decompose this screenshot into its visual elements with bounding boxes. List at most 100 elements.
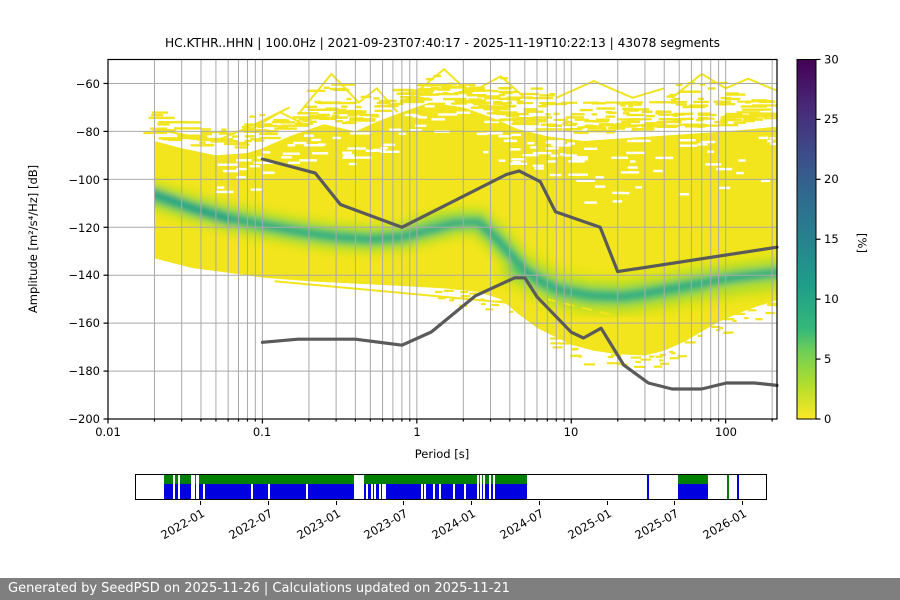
- availability-tick: [403, 501, 405, 505]
- speckle-dash: [271, 120, 284, 124]
- speckle-dash: [314, 100, 322, 104]
- speckle-hole: [236, 167, 247, 171]
- availability-tick: [606, 501, 608, 505]
- speckle-dash: [493, 100, 503, 104]
- psd-trace-line: [246, 111, 310, 133]
- speckle-dash: [309, 120, 317, 123]
- speckle-dash: [532, 116, 552, 119]
- speckle-dash: [451, 83, 457, 86]
- speckle-dash: [607, 355, 614, 359]
- speckle-hole: [486, 132, 503, 135]
- availability-tick: [471, 501, 472, 505]
- speckle-hole: [716, 167, 733, 171]
- speckle-dash: [317, 113, 330, 117]
- speckle-dash: [513, 121, 529, 124]
- speckle-dash: [591, 113, 598, 116]
- speckle-dash: [306, 89, 326, 92]
- speckle-dash: [744, 317, 749, 320]
- speckle-hole: [736, 171, 744, 175]
- speckle-dash: [671, 352, 676, 355]
- speckle-dash: [516, 100, 524, 103]
- speckle-hole: [627, 139, 647, 143]
- speckle-dash: [622, 112, 630, 115]
- speckle-dash: [613, 127, 626, 130]
- speckle-dash: [698, 112, 712, 115]
- speckle-dash: [477, 95, 501, 98]
- speckle-dash: [355, 105, 362, 109]
- speckle-dash: [358, 111, 367, 114]
- x-axis-label: Period [s]: [415, 447, 469, 461]
- coverage-gap: [464, 484, 466, 499]
- speckle-dash: [598, 123, 614, 126]
- speckle-hole: [262, 151, 271, 154]
- speckle-dash: [723, 318, 735, 321]
- coverage-line: [737, 475, 739, 499]
- speckle-hole: [380, 150, 400, 153]
- speckle-dash: [498, 90, 518, 94]
- colorbar-tick-label: 0: [824, 412, 831, 426]
- speckle-dash: [734, 312, 746, 315]
- speckle-dash: [199, 141, 206, 144]
- speckle-dash: [437, 297, 446, 300]
- speckle-dash: [733, 121, 746, 124]
- speckle-dash: [659, 353, 667, 356]
- coverage-gap: [371, 484, 373, 499]
- speckle-dash: [347, 114, 357, 117]
- speckle-dash: [584, 124, 594, 127]
- speckle-dash: [621, 120, 641, 124]
- speckle-dash: [587, 127, 595, 130]
- speckle-hole: [257, 156, 265, 159]
- speckle-dash: [210, 140, 229, 143]
- speckle-hole: [476, 132, 488, 136]
- speckle-dash: [679, 123, 705, 126]
- colorbar-tick-label: 10: [824, 292, 839, 306]
- speckle-dash: [520, 92, 539, 96]
- speckle-dash: [570, 113, 585, 116]
- speckle-dash: [684, 341, 696, 344]
- speckle-dash: [718, 326, 724, 330]
- speckle-hole: [287, 144, 296, 147]
- speckle-dash: [323, 86, 330, 89]
- speckle-dash: [277, 125, 289, 128]
- speckle-dash: [331, 83, 356, 86]
- coverage-data-segment: [678, 484, 708, 499]
- speckle-dash: [505, 114, 520, 117]
- speckle-dash: [508, 310, 514, 313]
- speckle-dash: [305, 112, 319, 115]
- speckle-hole: [250, 188, 263, 191]
- speckle-dash: [723, 115, 732, 118]
- speckle-dash: [400, 99, 424, 102]
- psd-trace-line: [547, 298, 711, 324]
- speckle-hole: [678, 139, 686, 142]
- speckle-dash: [374, 109, 392, 113]
- speckle-hole: [627, 166, 638, 169]
- speckle-dash: [261, 123, 273, 126]
- speckle-dash: [292, 116, 312, 119]
- speckle-dash: [273, 119, 287, 122]
- speckle-dash: [509, 113, 517, 116]
- y-tick-label: −80: [76, 125, 100, 139]
- speckle-dash: [742, 119, 755, 123]
- psd-trace-line: [671, 72, 777, 99]
- speckle-hole: [705, 163, 722, 166]
- speckle-hole: [303, 144, 324, 147]
- speckle-dash: [443, 97, 467, 101]
- speckle-dash: [528, 122, 540, 126]
- speckle-dash: [517, 117, 538, 120]
- speckle-hole: [626, 151, 645, 155]
- speckle-dash: [641, 123, 650, 127]
- y-tick-label: −180: [68, 364, 100, 378]
- coverage-day-segment: [164, 475, 354, 484]
- speckle-dash: [307, 108, 331, 111]
- speckle-dash: [259, 124, 278, 128]
- speckle-dash: [628, 118, 641, 121]
- speckle-dash: [200, 128, 211, 131]
- coverage-gap: [433, 484, 435, 499]
- coverage-gap: [489, 475, 491, 499]
- speckle-dash: [181, 121, 202, 124]
- speckle-dash: [720, 118, 742, 122]
- speckle-hole: [546, 140, 565, 143]
- speckle-dash: [571, 348, 578, 351]
- speckle-dash: [732, 319, 737, 323]
- speckle-dash: [491, 303, 499, 307]
